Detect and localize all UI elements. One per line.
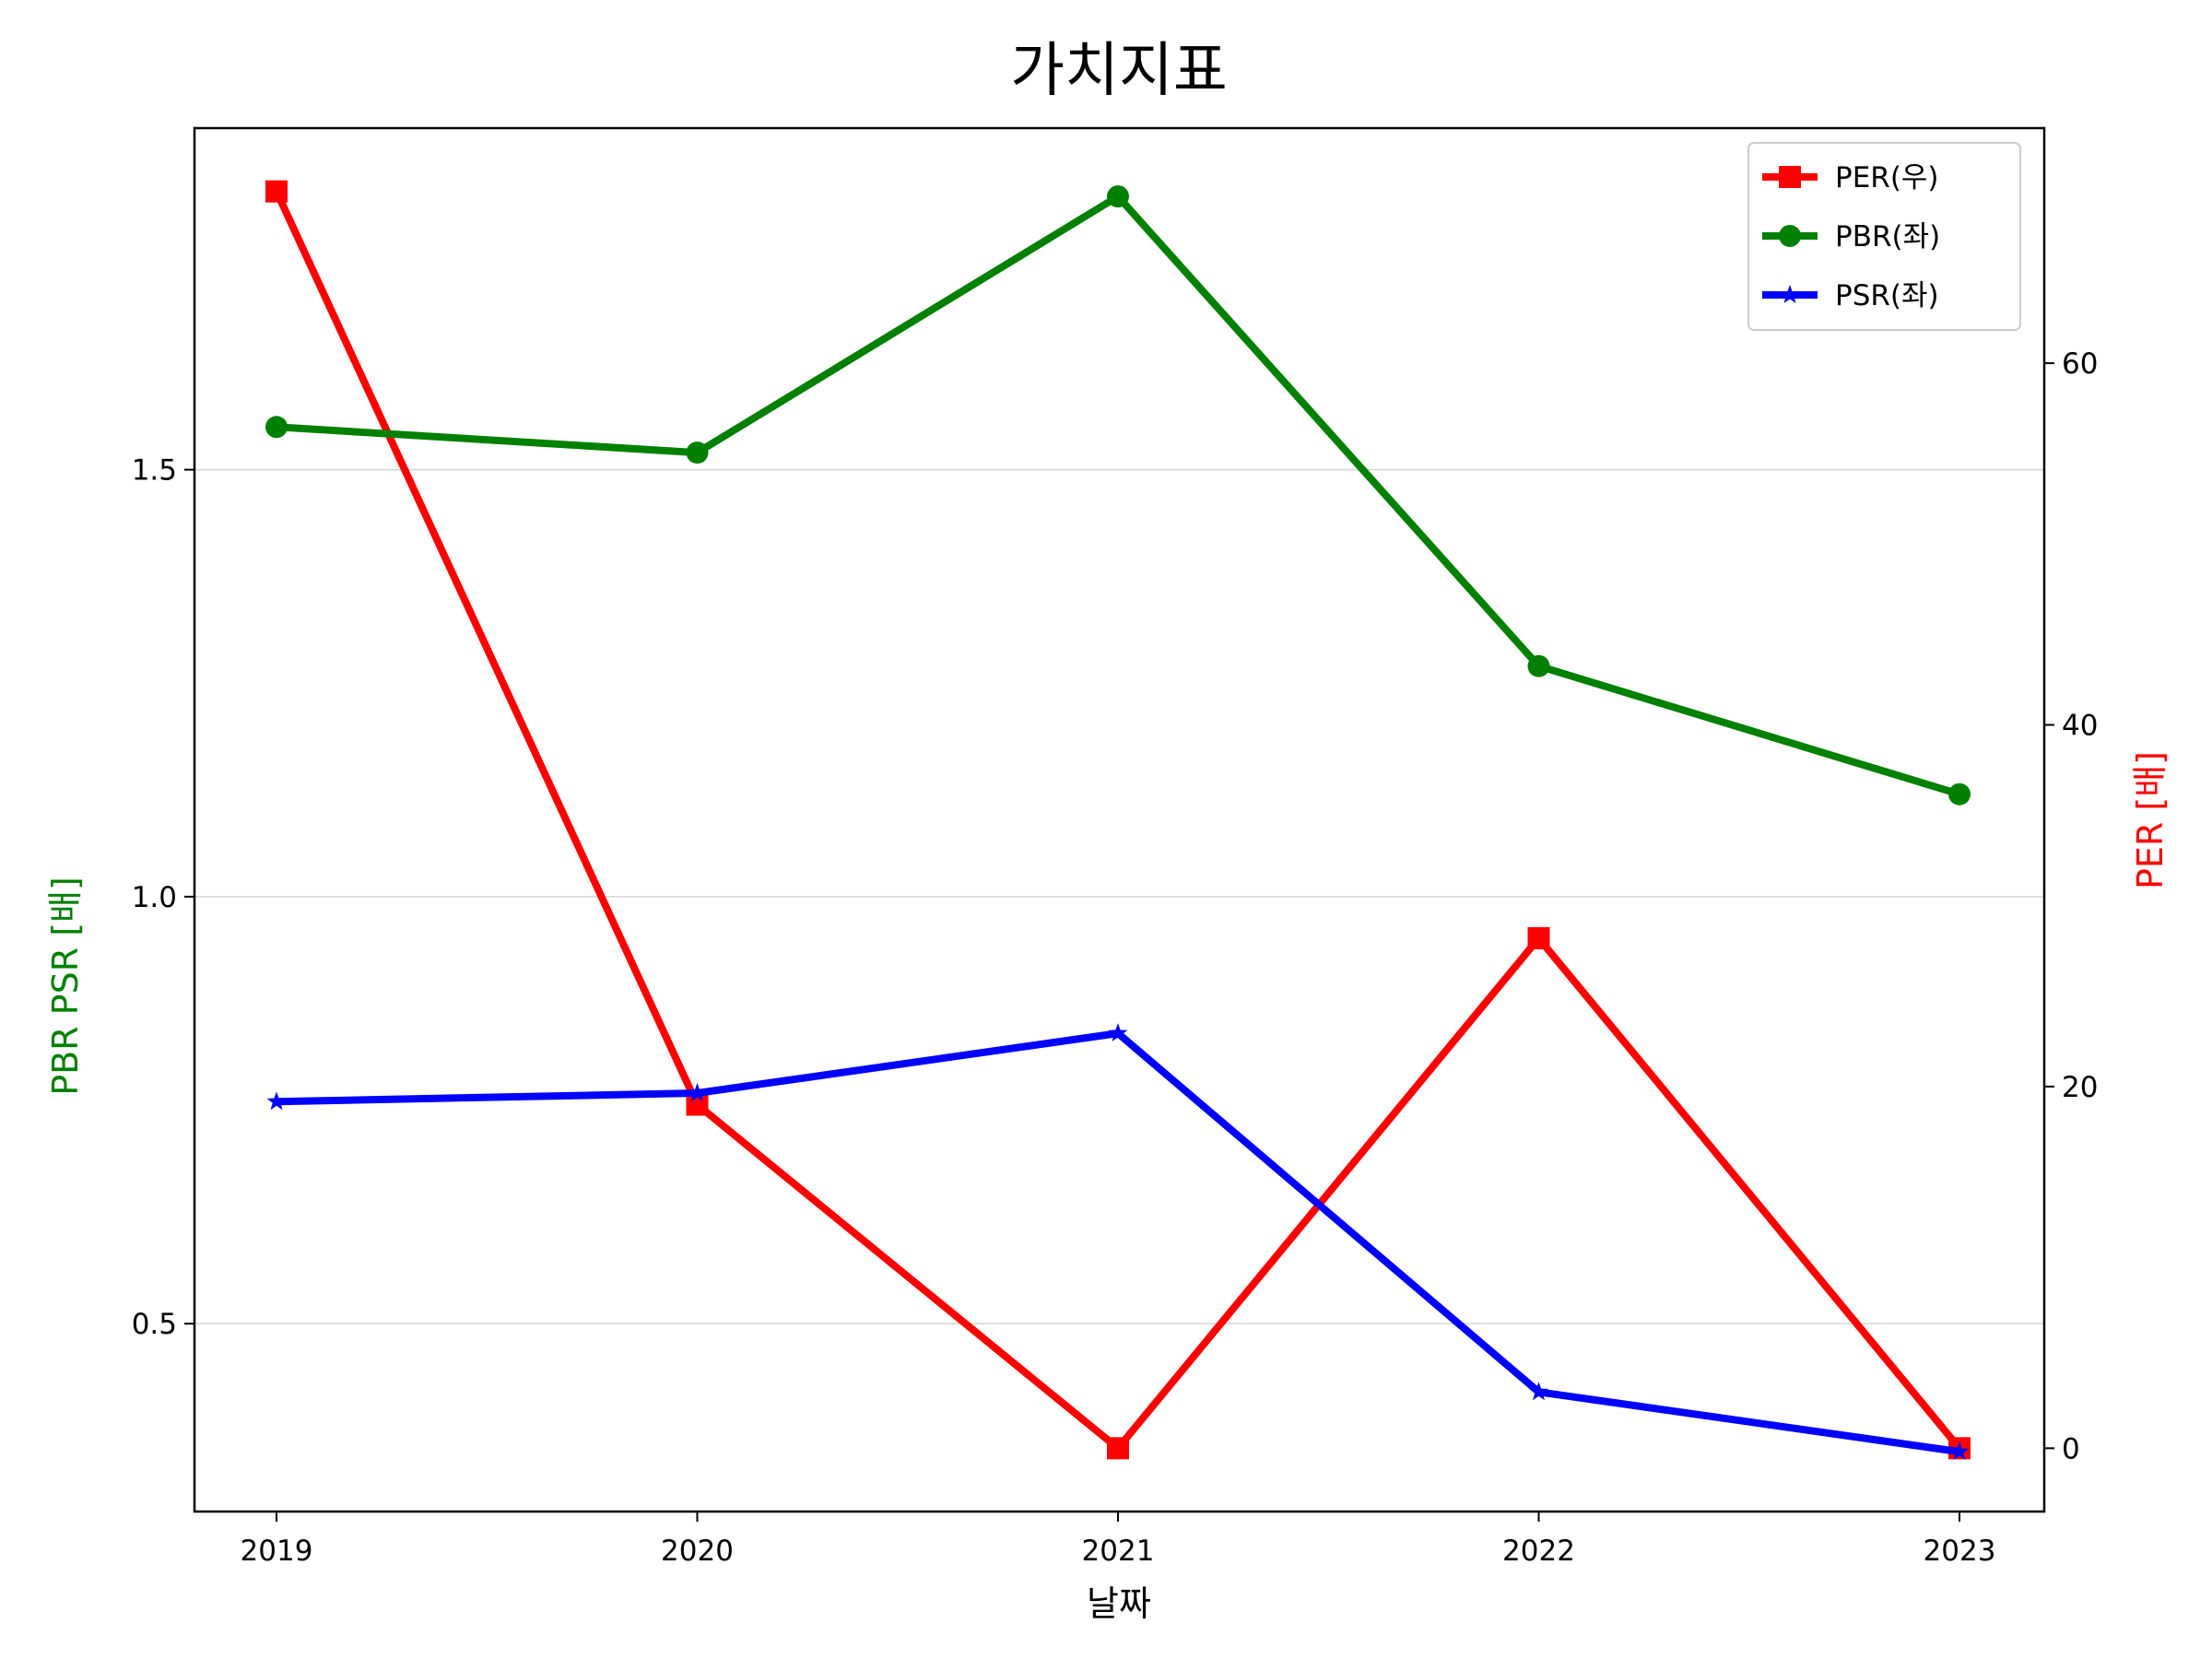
plot-area-frame bbox=[193, 126, 2046, 1513]
data-point-marker bbox=[686, 441, 709, 465]
legend-marker bbox=[1780, 285, 1800, 303]
data-point-marker bbox=[1949, 1441, 1970, 1460]
data-point-marker bbox=[688, 1083, 707, 1101]
y-left-axis-label: PBR PSR [배] bbox=[45, 877, 86, 1096]
legend-entry: PER(우) bbox=[1762, 161, 1939, 194]
x-tick-label: 2022 bbox=[1502, 1535, 1575, 1568]
data-point-marker bbox=[1108, 1023, 1128, 1041]
series-layer bbox=[265, 180, 1971, 1460]
legend-marker bbox=[1779, 225, 1801, 247]
data-point-marker bbox=[1529, 1382, 1548, 1401]
y-left-tick-label: 1.0 bbox=[132, 881, 177, 914]
data-point-marker bbox=[1527, 927, 1550, 950]
legend-label: PSR(좌) bbox=[1835, 279, 1939, 312]
legend-marker bbox=[1779, 166, 1801, 188]
y-right-tick-label: 60 bbox=[2062, 347, 2098, 381]
legend-label: PER(우) bbox=[1835, 161, 1939, 194]
x-tick-label: 2021 bbox=[1082, 1535, 1155, 1568]
legend: PER(우) PBR(좌) PSR(좌) bbox=[1747, 142, 2021, 331]
y-left-tick-label: 1.5 bbox=[132, 454, 177, 488]
data-point-marker bbox=[265, 416, 288, 439]
series-0 bbox=[265, 180, 1971, 1460]
legend-label: PBR(좌) bbox=[1835, 220, 1940, 253]
data-point-marker bbox=[1107, 185, 1129, 208]
series-1 bbox=[265, 185, 1971, 806]
data-point-marker bbox=[265, 180, 288, 203]
data-point-marker bbox=[1107, 1437, 1129, 1460]
x-tick-label: 2023 bbox=[1924, 1535, 1996, 1568]
data-point-marker bbox=[1527, 654, 1550, 677]
y-left-tick-label: 0.5 bbox=[132, 1308, 177, 1341]
x-axis-ticks: 2019 2020 2021 2022 2023 bbox=[241, 1512, 1996, 1568]
grid-lines bbox=[194, 468, 2044, 1324]
data-point-marker bbox=[686, 1093, 709, 1116]
legend-box bbox=[1747, 142, 2021, 331]
y-right-tick-label: 20 bbox=[2062, 1071, 2098, 1104]
y-right-axis-label: PER [배] bbox=[2130, 751, 2171, 889]
y-right-tick-label: 40 bbox=[2062, 709, 2098, 742]
x-axis-label: 날짜 bbox=[1087, 1583, 1151, 1624]
legend-entry: PSR(좌) bbox=[1762, 279, 1939, 312]
y-left-axis-ticks: 0.5 1.0 1.5 bbox=[132, 454, 194, 1341]
data-point-marker bbox=[1948, 782, 1971, 806]
y-right-tick-label: 0 bbox=[2062, 1432, 2080, 1465]
y-right-axis-ticks: 0 20 40 60 bbox=[2044, 347, 2098, 1465]
x-tick-label: 2019 bbox=[241, 1535, 313, 1568]
series-2 bbox=[266, 1023, 1970, 1460]
data-point-marker bbox=[266, 1091, 287, 1111]
chart-title: 가치지표 bbox=[1010, 37, 1228, 105]
x-tick-label: 2020 bbox=[661, 1535, 734, 1568]
legend-entry: PBR(좌) bbox=[1762, 220, 1940, 253]
